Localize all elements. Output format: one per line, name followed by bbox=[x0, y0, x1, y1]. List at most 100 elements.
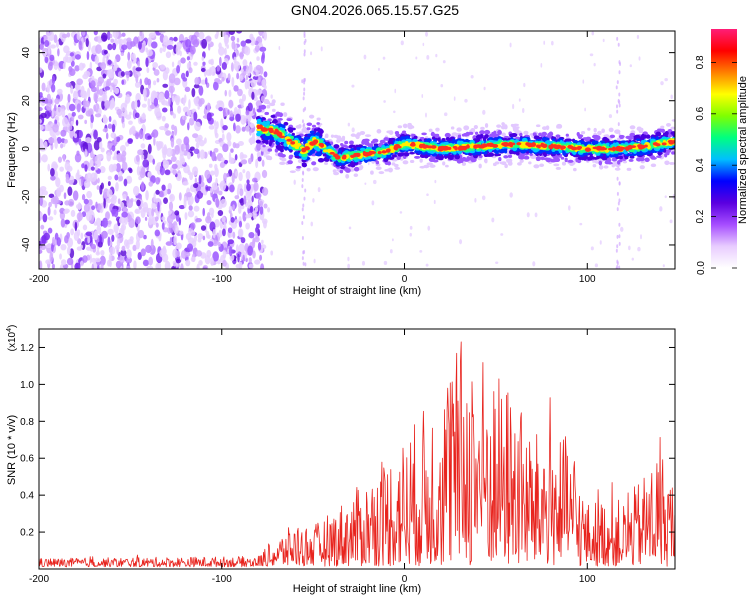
spectrogram-noise-cell bbox=[82, 73, 89, 80]
spectrogram-noise-cell bbox=[93, 129, 98, 140]
spectrogram-noise-cell bbox=[162, 107, 168, 113]
spectrogram-ridge-cell bbox=[639, 165, 645, 170]
spectrogram-noise-cell bbox=[39, 106, 43, 112]
spectrogram-noise-cell bbox=[161, 100, 169, 106]
spectrogram-noise-cell bbox=[62, 62, 66, 70]
spectrogram-noise-cell bbox=[108, 116, 112, 123]
spectrogram-ridge-cell bbox=[497, 148, 504, 153]
spectrogram-ridge-cell bbox=[583, 155, 587, 161]
spectrogram-noise-cell bbox=[74, 221, 78, 232]
spectrogram-ridge-cell bbox=[428, 128, 433, 132]
spectrogram-ridge-cell bbox=[504, 124, 508, 130]
spectrogram-noise-cell bbox=[74, 262, 81, 269]
spectrogram-noise-cell bbox=[39, 249, 43, 255]
spectrogram-ridge-cell bbox=[468, 156, 476, 160]
spectrogram-noise-cell bbox=[216, 65, 221, 72]
spectrogram-speckle bbox=[351, 127, 355, 133]
spectrogram-noise-cell bbox=[212, 228, 216, 239]
spectrogram-noise-cell bbox=[204, 169, 211, 179]
spectrogram-noise-cell bbox=[230, 217, 235, 223]
spectrogram-speckle bbox=[636, 34, 640, 40]
spectrogram-ridge-cell bbox=[456, 127, 462, 132]
spectrogram-noise-cell bbox=[178, 205, 186, 210]
spectrogram-ridge-cell bbox=[618, 134, 625, 139]
spectrogram-noise-cell bbox=[208, 125, 215, 130]
spectrogram-noise-cell bbox=[257, 241, 262, 251]
spectrogram-ridge-cell bbox=[286, 118, 292, 122]
spectrogram-noise-cell bbox=[197, 237, 202, 243]
spectrogram-noise-cell bbox=[191, 113, 194, 119]
spectrogram-speckle bbox=[383, 260, 388, 266]
spectrogram-noise-cell bbox=[188, 117, 195, 126]
spectrogram-ridge-cell bbox=[587, 127, 591, 131]
spectrogram-ridge-cell bbox=[626, 167, 632, 171]
spectrogram-noise-cell bbox=[215, 197, 220, 208]
spectrogram-ridge-cell bbox=[345, 168, 351, 173]
spectrogram-noise-cell bbox=[130, 198, 134, 203]
spectrogram-ridge-cell bbox=[660, 128, 666, 133]
spectrogram-noise-cell bbox=[257, 228, 261, 237]
spectrogram-ridge-cell bbox=[335, 160, 340, 166]
spectrogram-ridge-cell bbox=[270, 114, 276, 118]
spectrogram-streak-cell bbox=[301, 184, 304, 189]
spectrogram-ridge-cell bbox=[479, 130, 486, 135]
spectrogram-noise-cell bbox=[230, 62, 234, 72]
spectrogram-noise-cell bbox=[74, 133, 78, 139]
spectrogram-noise-cell bbox=[213, 147, 219, 153]
spectrogram-speckle bbox=[593, 62, 596, 67]
spectrogram-noise-cell bbox=[185, 142, 190, 152]
spectrogram-streak-cell bbox=[303, 87, 306, 92]
spectrogram-noise-cell bbox=[184, 212, 188, 221]
spectrogram-noise-cell bbox=[214, 219, 220, 228]
spectrogram-noise-cell bbox=[209, 67, 212, 77]
spectrogram-noise-cell bbox=[197, 233, 204, 240]
spectrogram-noise-cell bbox=[205, 230, 210, 239]
spectrogram-ridge-cell bbox=[671, 151, 675, 155]
spectrogram-ridge-cell bbox=[611, 157, 618, 162]
spectrogram-noise-cell bbox=[50, 168, 55, 177]
spectrogram-ridge-cell bbox=[609, 134, 616, 139]
spectrogram-noise-cell bbox=[246, 183, 251, 192]
spectrogram-noise-cell bbox=[170, 137, 175, 148]
spectrogram-speckle bbox=[261, 239, 264, 245]
spectrogram-noise-cell bbox=[251, 91, 255, 101]
spectrogram-ridge-cell bbox=[598, 160, 603, 166]
spectrogram-noise-cell bbox=[64, 200, 70, 206]
spectrogram-ridge-cell bbox=[660, 125, 665, 129]
spectrogram-noise-cell bbox=[219, 56, 222, 67]
spectrogram-noise-cell bbox=[110, 132, 117, 139]
spectrogram-noise-cell bbox=[242, 169, 246, 174]
spectrogram-noise-cell bbox=[56, 237, 62, 247]
spectrogram-streak-cell bbox=[303, 34, 306, 39]
spectrogram-noise-cell bbox=[47, 227, 53, 234]
spectrogram-ridge-cell bbox=[281, 157, 287, 162]
spectrogram-speckle bbox=[415, 56, 418, 60]
spectrogram-noise-cell bbox=[261, 187, 269, 196]
spectrogram-ridge-cell bbox=[492, 162, 497, 167]
spectrogram-ridge-cell bbox=[638, 129, 643, 134]
spectrogram-ridge-cell bbox=[573, 140, 579, 144]
spectrogram-streak-cell bbox=[618, 265, 621, 269]
spectrogram-ridge-cell bbox=[597, 130, 602, 136]
spectrogram-noise-cell bbox=[82, 255, 88, 263]
spectrogram-noise-cell bbox=[222, 143, 229, 153]
spectrogram-ridge-cell bbox=[670, 126, 675, 130]
spectrogram-noise-cell bbox=[81, 193, 86, 201]
spectrogram-noise-cell bbox=[210, 187, 213, 193]
spectrogram-noise-cell bbox=[126, 265, 131, 269]
spectrogram-noise-cell bbox=[220, 157, 225, 163]
spectrogram-noise-cell bbox=[247, 245, 254, 256]
spectrogram-noise-cell bbox=[176, 64, 181, 74]
spectrogram-ridge-cell bbox=[333, 144, 340, 149]
spectrogram-noise-cell bbox=[159, 47, 163, 54]
spectrogram-noise-cell bbox=[175, 138, 182, 145]
spectrogram-noise-cell bbox=[171, 163, 178, 170]
spectrogram-noise-cell bbox=[126, 249, 132, 259]
spectrogram-noise-cell bbox=[148, 256, 154, 266]
spectrogram-ridge-cell bbox=[340, 142, 344, 146]
spectrogram-ridge-cell bbox=[501, 132, 506, 137]
spectrogram-speckle bbox=[378, 67, 380, 71]
spectrogram-noise-cell bbox=[118, 218, 123, 224]
spectrogram-noise-cell bbox=[176, 242, 182, 250]
spectrogram-noise-cell bbox=[79, 260, 84, 267]
